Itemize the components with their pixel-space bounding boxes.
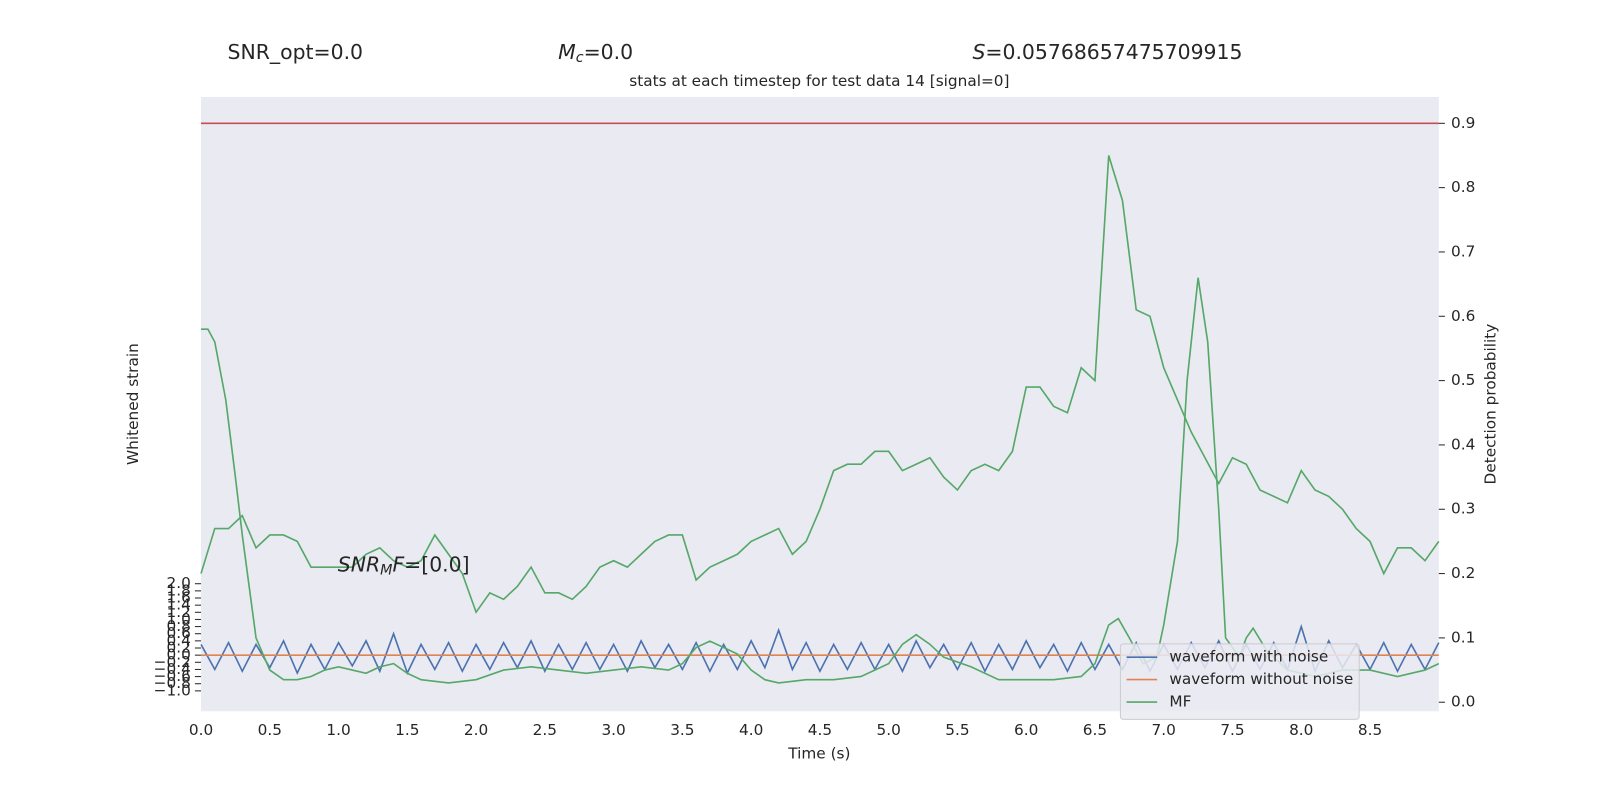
y-tick-label: −0.8 [154,674,191,692]
y-tick-label: −1.0 [154,681,191,699]
series-line [201,277,1440,684]
annotation-part: S [972,40,985,64]
y-tick-label: 1.2 [166,603,190,621]
x-tick-label: 1.5 [395,721,419,739]
annotation-part: F [392,552,404,576]
y-tick-label: −0.2 [154,653,191,671]
y2-tick-label: 0.9 [1451,114,1475,132]
x-tick-label: 6.5 [1083,721,1107,739]
legend-label: waveform without noise [1169,670,1353,688]
axes: 0.0 0.5 1.0 1.5 2.0 2.5 3.0 3.5 4.0 4.5 5.0 5.5 6.0 6… [154,114,1476,739]
y2-tick-label: 0.3 [1451,500,1475,518]
annotation-part: SNR [338,552,380,576]
legend-box [1119,643,1360,720]
x-tick-label: 5.5 [945,721,969,739]
y-tick-label: 1.8 [166,581,190,599]
y-tick-label: 1.4 [166,596,190,614]
legend-label: waveform with noise [1169,648,1328,666]
annotation: SNR_opt=0.0 [228,40,364,65]
annotation-part: =0.0 [584,40,634,64]
x-tick-label: 3.0 [601,721,625,739]
y2-tick-label: 0.8 [1451,178,1475,196]
y2-tick-label: 0.4 [1451,435,1475,453]
annotation: Mc=0.0 [558,40,633,66]
annotation-part: M [558,40,576,64]
x-tick-label: 4.0 [739,721,763,739]
x-tick-label: 0.5 [258,721,282,739]
y2-tick-label: 0.6 [1451,307,1475,325]
x-tick-label: 6.0 [1014,721,1038,739]
legend-label: MF [1169,693,1191,711]
plot-area [201,96,1439,712]
y2-tick-label: 0.2 [1451,564,1475,582]
y2-tick-label: 0.0 [1451,693,1475,711]
y-tick-label: 1.0 [166,610,190,628]
y-tick-label: −0.4 [154,660,191,678]
x-tick-label: 5.0 [876,721,900,739]
annotation-part: =0.05768657475709915 [985,40,1242,64]
y-tick-label: 1.6 [166,589,190,607]
x-tick-label: 4.5 [808,721,832,739]
x-tick-label: 0.0 [189,721,213,739]
x-tick-label: 2.5 [533,721,557,739]
x-tick-label: 7.5 [1220,721,1244,739]
y-tick-label: 0.4 [166,631,190,649]
y2-tick-label: 0.7 [1451,242,1475,260]
x-tick-label: 1.0 [326,721,350,739]
series-line [200,155,1440,614]
x-tick-label: 3.5 [670,721,694,739]
y-tick-label: 2.0 [166,574,190,592]
x-tick-label: 8.0 [1289,721,1313,739]
chart-title: stats at each timestep for test data 14 … [629,72,1009,90]
annotation: SNRMF=[0.0] [338,552,470,578]
x-tick-label: 2.0 [464,721,488,739]
y-tick-label: −0.6 [154,667,191,685]
x-axis-label: Time (s) [787,745,850,763]
annotation-part: =[0.0] [404,552,469,576]
y-tick-label: 0.0 [166,646,190,664]
y-tick-label: 0.6 [166,624,190,642]
annotation: S=0.05768657475709915 [972,40,1242,64]
x-tick-label: 7.0 [1152,721,1176,739]
y-axis-label: Whitened strain [124,343,142,465]
annotation-part: c [576,50,584,66]
x-tick-label: 8.5 [1358,721,1382,739]
y2-tick-label: 0.5 [1451,371,1475,389]
y-tick-label: 0.2 [166,639,190,657]
y2-tick-label: 0.1 [1451,628,1475,646]
y-tick-label: 0.8 [166,617,190,635]
annotation-part: M [380,562,392,578]
legend: waveform with noise waveform without nois… [1119,643,1360,720]
y2-axis-label: Detection probability [1481,324,1499,485]
